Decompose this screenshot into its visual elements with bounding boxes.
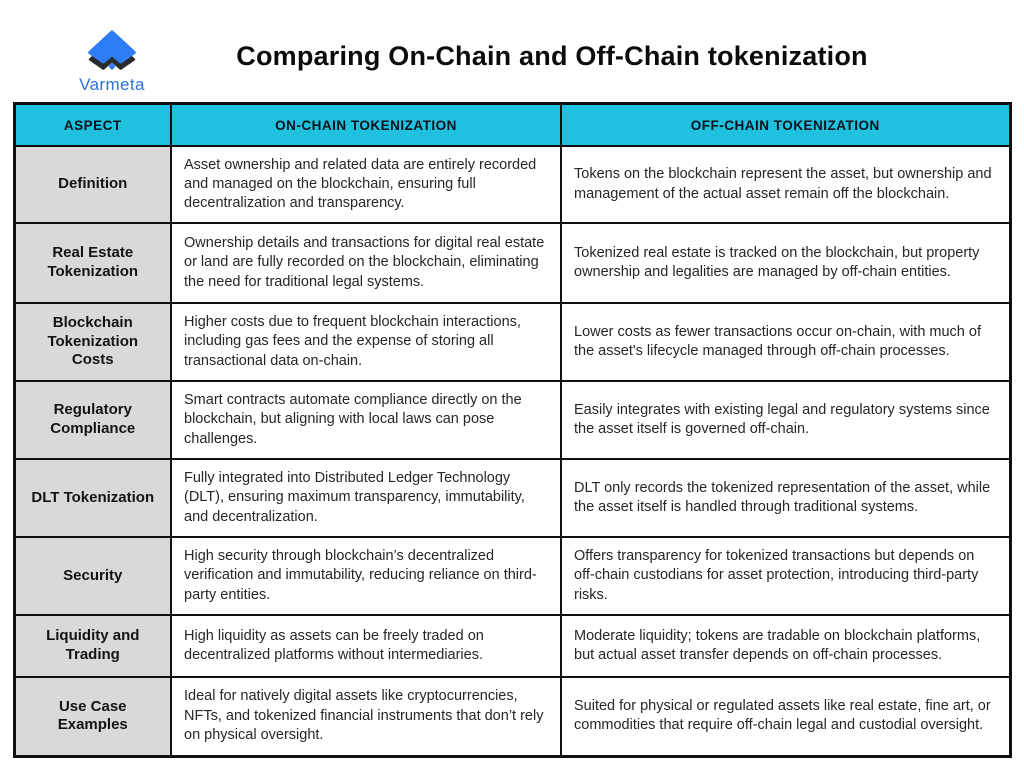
aspect-label: Security — [13, 536, 172, 616]
table-row-definition: Definition Asset ownership and related d… — [13, 145, 1011, 224]
on-chain-cell: Smart contracts automate compliance dire… — [170, 380, 562, 460]
table-row-liquidity-and-trading: Liquidity and Trading High liquidity as … — [13, 614, 1011, 678]
aspect-label: Regulatory Compliance — [13, 380, 172, 460]
aspect-label: Use Case Examples — [13, 676, 172, 757]
off-chain-cell: Suited for physical or regulated assets … — [560, 676, 1011, 757]
page-title: Comparing On-Chain and Off-Chain tokeniz… — [236, 41, 868, 71]
aspect-label: Real Estate Tokenization — [13, 222, 172, 304]
table-row-real-estate-tokenization: Real Estate Tokenization Ownership detai… — [13, 222, 1011, 304]
table-row-dlt-tokenization: DLT Tokenization Fully integrated into D… — [13, 458, 1011, 538]
aspect-label: Blockchain Tokenization Costs — [13, 302, 172, 382]
aspect-label: DLT Tokenization — [13, 458, 172, 538]
off-chain-cell: Moderate liquidity; tokens are tradable … — [560, 614, 1011, 678]
column-header-aspect: ASPECT — [13, 102, 172, 147]
table-row-regulatory-compliance: Regulatory Compliance Smart contracts au… — [13, 380, 1011, 460]
table-row-security: Security High security through blockchai… — [13, 536, 1011, 616]
on-chain-cell: Ownership details and transactions for d… — [170, 222, 562, 304]
off-chain-cell: Easily integrates with existing legal an… — [560, 380, 1011, 460]
on-chain-cell: High security through blockchain’s decen… — [170, 536, 562, 616]
varmeta-chevron-logo-icon — [88, 30, 136, 70]
column-header-off-chain: OFF-CHAIN TOKENIZATION — [560, 102, 1011, 147]
off-chain-cell: DLT only records the tokenized represent… — [560, 458, 1011, 538]
off-chain-cell: Tokenized real estate is tracked on the … — [560, 222, 1011, 304]
on-chain-cell: Fully integrated into Distributed Ledger… — [170, 458, 562, 538]
off-chain-cell: Offers transparency for tokenized transa… — [560, 536, 1011, 616]
aspect-label: Definition — [13, 145, 172, 224]
on-chain-cell: Higher costs due to frequent blockchain … — [170, 302, 562, 382]
column-header-on-chain: ON-CHAIN TOKENIZATION — [170, 102, 562, 147]
off-chain-cell: Lower costs as fewer transactions occur … — [560, 302, 1011, 382]
brand-block: Varmeta — [54, 24, 170, 95]
on-chain-cell: Asset ownership and related data are ent… — [170, 145, 562, 224]
table-row-use-case-examples: Use Case Examples Ideal for natively dig… — [13, 676, 1011, 757]
on-chain-cell: High liquidity as assets can be freely t… — [170, 614, 562, 678]
page-header: Varmeta Comparing On-Chain and Off-Chain… — [0, 0, 1024, 100]
table-header-row: ASPECT ON-CHAIN TOKENIZATION OFF-CHAIN T… — [13, 102, 1011, 147]
brand-wordmark: Varmeta — [79, 75, 145, 94]
comparison-table: ASPECT ON-CHAIN TOKENIZATION OFF-CHAIN T… — [12, 102, 1012, 758]
off-chain-cell: Tokens on the blockchain represent the a… — [560, 145, 1011, 224]
on-chain-cell: Ideal for natively digital assets like c… — [170, 676, 562, 757]
aspect-label: Liquidity and Trading — [13, 614, 172, 678]
table-row-blockchain-tokenization-costs: Blockchain Tokenization Costs Higher cos… — [13, 302, 1011, 382]
